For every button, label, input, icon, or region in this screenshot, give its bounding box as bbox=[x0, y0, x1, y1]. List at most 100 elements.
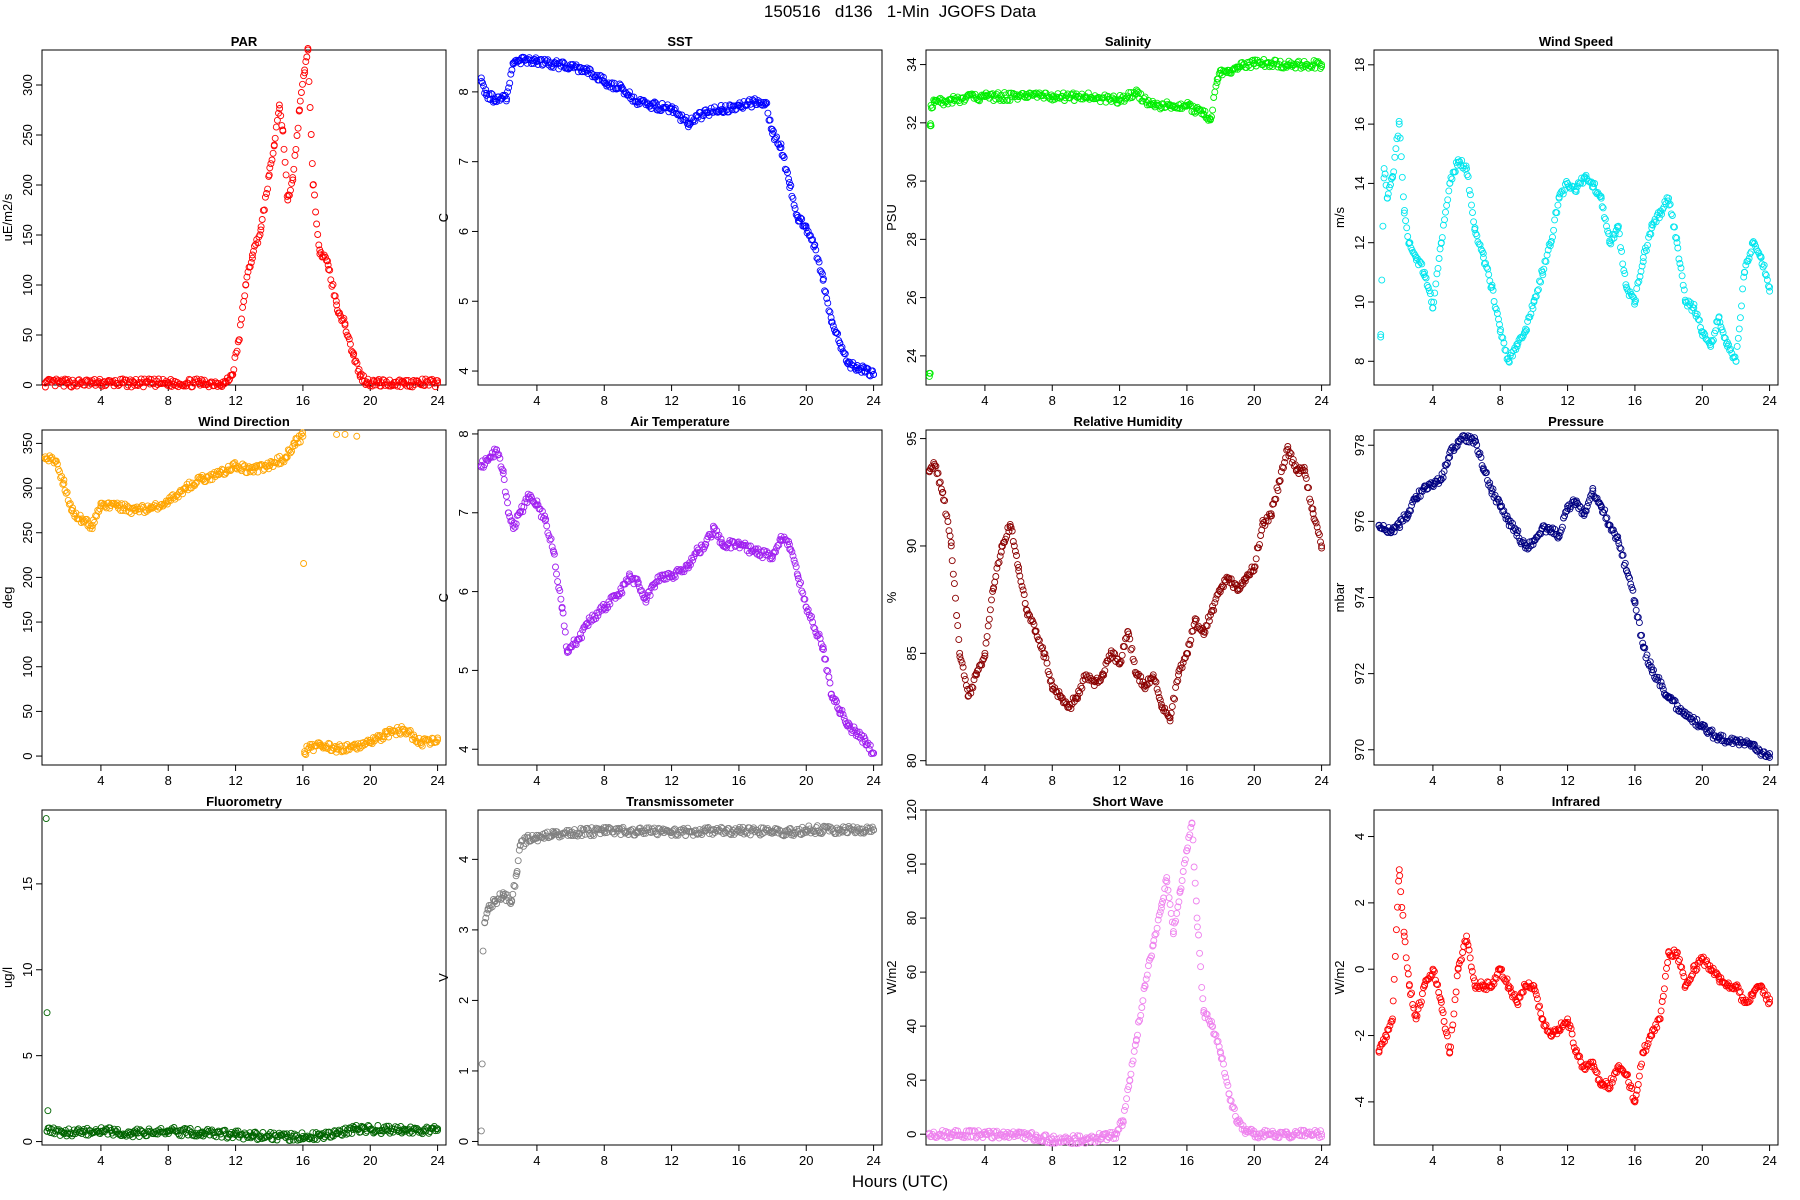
data-point bbox=[321, 253, 329, 261]
data-point bbox=[1285, 57, 1293, 65]
data-point bbox=[1643, 651, 1651, 659]
data-point bbox=[853, 730, 861, 737]
data-point bbox=[651, 102, 659, 110]
data-point bbox=[1619, 551, 1627, 559]
data-point bbox=[794, 572, 802, 580]
plot-frame bbox=[41, 809, 447, 1146]
data-point bbox=[715, 531, 723, 539]
data-point bbox=[583, 67, 591, 75]
data-point bbox=[1193, 107, 1201, 115]
data-point bbox=[1441, 1025, 1449, 1033]
data-point bbox=[1169, 694, 1177, 702]
data-point bbox=[336, 309, 343, 317]
data-point bbox=[1410, 250, 1418, 258]
data-point bbox=[947, 539, 955, 546]
data-point bbox=[1421, 268, 1428, 276]
data-point bbox=[241, 1129, 248, 1137]
data-point bbox=[400, 1126, 408, 1134]
data-point bbox=[947, 96, 955, 103]
data-point bbox=[1698, 328, 1706, 336]
data-point bbox=[1732, 738, 1740, 746]
data-point bbox=[52, 1127, 60, 1135]
x-tick-label: 20 bbox=[363, 773, 377, 788]
data-point bbox=[1606, 521, 1614, 529]
data-point bbox=[1646, 658, 1654, 666]
data-point bbox=[243, 469, 251, 477]
data-point bbox=[1576, 502, 1584, 510]
data-point bbox=[684, 564, 692, 572]
data-point bbox=[1678, 272, 1686, 280]
data-point bbox=[797, 214, 805, 222]
data-point bbox=[1166, 717, 1174, 725]
panel-title: Infrared bbox=[1552, 794, 1600, 809]
data-point bbox=[357, 370, 365, 378]
data-point bbox=[1676, 260, 1684, 267]
x-tick-label: 4 bbox=[1429, 1153, 1436, 1168]
data-point bbox=[1025, 610, 1032, 618]
data-point bbox=[575, 830, 583, 838]
data-point bbox=[1002, 535, 1010, 543]
data-point bbox=[1749, 742, 1757, 750]
data-point bbox=[1492, 305, 1500, 313]
data-point bbox=[1742, 261, 1750, 269]
data-point bbox=[818, 270, 826, 278]
data-point bbox=[1530, 536, 1538, 544]
data-point bbox=[804, 606, 812, 614]
data-point bbox=[1432, 280, 1440, 288]
data-point bbox=[1589, 485, 1597, 492]
data-point bbox=[477, 462, 485, 469]
data-point bbox=[1610, 234, 1618, 242]
y-tick-label: 4 bbox=[456, 367, 471, 374]
data-point bbox=[743, 547, 751, 555]
data-point bbox=[1153, 924, 1161, 932]
y-tick-label: 350 bbox=[20, 433, 35, 455]
data-point bbox=[1435, 255, 1443, 262]
data-point bbox=[375, 733, 383, 741]
data-point bbox=[1675, 255, 1683, 263]
data-point bbox=[131, 506, 139, 514]
data-point bbox=[346, 340, 354, 348]
data-point bbox=[1033, 633, 1041, 641]
data-point bbox=[1639, 254, 1647, 261]
data-point bbox=[1695, 316, 1703, 324]
data-point bbox=[1031, 628, 1039, 636]
data-point bbox=[1183, 649, 1191, 657]
data-point bbox=[114, 502, 122, 510]
data-point bbox=[1181, 856, 1189, 864]
data-point bbox=[1007, 523, 1015, 531]
data-point bbox=[222, 379, 229, 387]
data-point bbox=[273, 116, 281, 124]
data-point bbox=[575, 635, 583, 643]
data-point bbox=[642, 598, 650, 606]
data-point bbox=[1740, 268, 1748, 276]
data-point bbox=[1685, 711, 1693, 719]
data-point bbox=[342, 328, 350, 336]
x-tick-label: 8 bbox=[601, 393, 608, 408]
data-point bbox=[60, 480, 68, 488]
data-point bbox=[1708, 726, 1716, 734]
data-point bbox=[553, 570, 560, 578]
data-point bbox=[1536, 277, 1543, 285]
data-point bbox=[324, 261, 332, 269]
y-axis-label: % bbox=[884, 591, 899, 603]
y-tick-label: 200 bbox=[20, 174, 35, 196]
data-point bbox=[248, 466, 256, 474]
data-point bbox=[768, 125, 776, 133]
data-point bbox=[1055, 688, 1063, 696]
x-tick-label: 16 bbox=[732, 773, 746, 788]
y-axis-label: PSU bbox=[884, 204, 899, 231]
data-point bbox=[97, 1127, 105, 1135]
data-point bbox=[477, 74, 485, 82]
data-point bbox=[1166, 101, 1174, 109]
data-point bbox=[1635, 277, 1643, 285]
data-point bbox=[1448, 175, 1456, 183]
data-point bbox=[370, 377, 378, 385]
data-point bbox=[242, 281, 250, 289]
data-point bbox=[1523, 326, 1531, 334]
data-point bbox=[1403, 224, 1411, 232]
data-point bbox=[1439, 221, 1447, 229]
data-point bbox=[353, 359, 361, 367]
data-point bbox=[333, 301, 341, 309]
data-point bbox=[778, 537, 786, 545]
